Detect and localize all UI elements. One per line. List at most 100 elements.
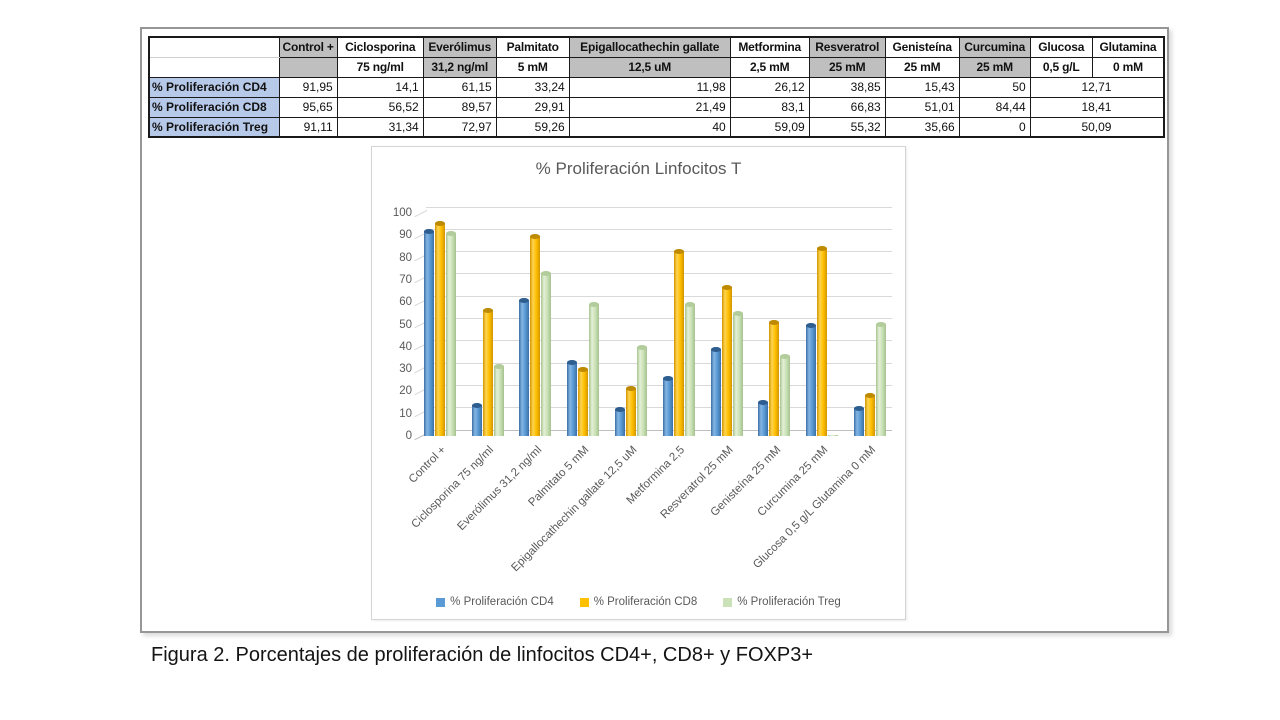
dose-header-cell: 2,5 mM <box>729 56 810 78</box>
y-axis-label: 0 <box>405 430 412 442</box>
bar-group <box>758 207 791 436</box>
dose-header-cell: 0 mM <box>1091 56 1165 78</box>
bar <box>423 228 434 436</box>
legend-label: % Proliferación Treg <box>737 596 841 608</box>
x-axis-labels: Control + Ciclosporina 75 ng/ml Everólimus… <box>407 438 894 598</box>
bar-cap <box>626 386 637 392</box>
bar <box>541 271 552 436</box>
merged-value-cell: 12,71 <box>1029 76 1165 98</box>
value-cell: 35,66 <box>884 116 960 138</box>
legend-item: % Proliferación CD4 <box>436 596 554 608</box>
corner-cell <box>148 36 280 58</box>
value-cell: 59,26 <box>495 116 570 138</box>
gridline <box>426 206 892 208</box>
value-cell: 61,15 <box>422 76 497 98</box>
bar <box>769 320 780 436</box>
legend-label: % Proliferación CD8 <box>593 596 698 608</box>
table-row: % Proliferación Treg 91,11 31,34 72,97 59,26… <box>148 116 1165 138</box>
y-axis-label: 20 <box>399 385 412 398</box>
bar <box>817 245 828 436</box>
bar <box>854 405 865 436</box>
treatment-header-cell: Metformina <box>729 36 810 58</box>
value-cell: 50 <box>958 76 1031 98</box>
merged-value-cell: 18,41 <box>1029 96 1165 118</box>
bar-cap <box>434 220 445 226</box>
bar-cap <box>684 302 695 308</box>
dose-header-cell: 25 mM <box>808 56 886 78</box>
treatment-header-cell: Curcumina <box>958 36 1031 58</box>
gridline <box>426 251 892 253</box>
bar-cap <box>721 284 732 290</box>
value-cell: 51,01 <box>884 96 960 118</box>
bar-cap <box>673 248 684 254</box>
chart-title: % Proliferación Linfocitos T <box>535 159 742 178</box>
bar-cap <box>854 405 865 411</box>
value-cell: 11,98 <box>568 76 731 98</box>
corner-cell-2 <box>148 56 280 78</box>
bar <box>662 375 673 436</box>
dose-header-cell: 5 mM <box>495 56 570 78</box>
value-cell: 15,43 <box>884 76 960 98</box>
value-cell: 40 <box>568 116 731 138</box>
legend-swatch <box>579 597 589 607</box>
figure-frame: Control + Ciclosporina Everólimus Palmitato… <box>140 27 1169 633</box>
bar-cap <box>589 301 600 307</box>
row-label-cell: % Proliferación Treg <box>148 116 280 138</box>
value-cell: 66,83 <box>808 96 886 118</box>
bar-cap <box>710 347 721 353</box>
bar-cap <box>541 271 552 277</box>
gridline <box>426 318 892 319</box>
x-axis-label: Control + <box>406 444 449 486</box>
bar <box>865 392 876 436</box>
y-axis-label: 10 <box>399 407 412 420</box>
bar <box>637 344 648 436</box>
value-cell: 56,52 <box>336 96 424 118</box>
bar <box>758 399 769 436</box>
bar <box>567 359 578 436</box>
treatment-header-cell: Epigallocathechin gallate <box>568 36 731 58</box>
treatment-header-cell: Everólimus <box>422 36 497 58</box>
value-cell: 91,11 <box>278 116 338 138</box>
bar-cap <box>876 322 887 328</box>
value-cell: 31,34 <box>336 116 424 138</box>
value-cell: 21,49 <box>568 96 731 118</box>
value-cell: 89,57 <box>422 96 497 118</box>
gridline <box>426 228 892 230</box>
gridline <box>426 362 892 364</box>
bar <box>806 322 817 436</box>
bar-cap <box>769 320 780 326</box>
x-axis-label: Everólimus 31,2 ng/ml <box>455 444 544 533</box>
row-label-cell: % Proliferación CD4 <box>148 76 280 98</box>
bar-group <box>710 207 743 436</box>
y-axis-labels: 0 10 20 30 40 50 60 70 80 90 100 <box>372 207 412 447</box>
value-cell: 33,24 <box>495 76 570 98</box>
legend-swatch <box>723 597 733 607</box>
bar <box>530 234 541 436</box>
bar <box>493 364 504 436</box>
treatment-header-cell: Resveratrol <box>808 36 886 58</box>
bar-cap <box>865 392 876 398</box>
proliferation-table: Control + Ciclosporina Everólimus Palmitato… <box>148 36 1166 138</box>
treatment-header-row: Control + Ciclosporina Everólimus Palmitato… <box>148 36 1165 58</box>
legend-item: % Proliferación Treg <box>723 596 841 608</box>
treatment-header-cell: Genisteína <box>884 36 960 58</box>
bar-chart: % Proliferación Linfocitos T 0 10 20 30 40 50… <box>371 146 906 620</box>
bar <box>482 307 493 436</box>
bar-cap <box>758 399 769 405</box>
bar <box>445 230 456 436</box>
bar-group <box>471 207 504 436</box>
legend-swatch <box>436 597 446 607</box>
merged-value-cell: 50,09 <box>1029 116 1165 138</box>
figure-caption: Figura 2. Porcentajes de proliferación d… <box>151 644 813 666</box>
dose-header-cell: 25 mM <box>884 56 960 78</box>
bar-cap <box>423 228 434 234</box>
bar-cap <box>780 354 791 360</box>
x-axis-label: Ciclosporina 75 ng/ml <box>409 444 497 531</box>
y-axis-label: 80 <box>399 251 412 264</box>
bar-cap <box>482 307 493 313</box>
gridline <box>426 295 892 297</box>
dose-header-cell: 0,5 g/L <box>1029 56 1093 78</box>
y-axis-label: 60 <box>399 296 412 309</box>
bar-cap <box>471 402 482 408</box>
dose-header-cell: 75 ng/ml <box>336 56 424 78</box>
